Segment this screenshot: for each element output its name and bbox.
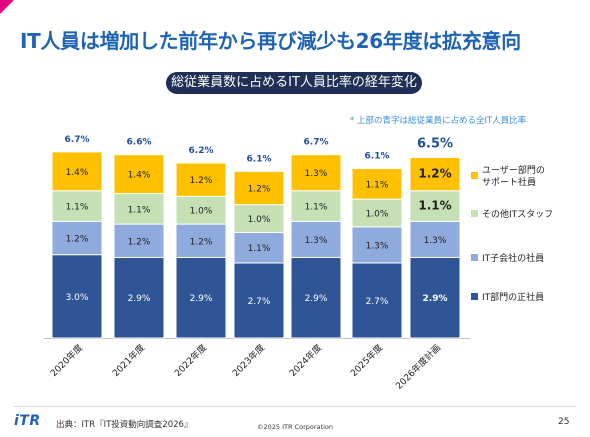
legend-swatch [471,172,478,179]
bar-segment [51,151,103,192]
bar-value-label: 3.0% [66,293,89,303]
bar-segment [409,156,461,192]
bar-segment [351,262,403,339]
bar-value-label: 1.2% [190,237,213,247]
bar-segment [290,256,342,339]
bar-segment [290,190,342,222]
bar-value-label: 1.1% [305,203,328,213]
total-value-label: 6.7% [65,135,90,145]
bar-value-label: 1.3% [305,236,328,246]
x-tick-label: 2022年度 [172,342,209,379]
total-value-label: 6.1% [365,152,390,162]
x-tick-label: 2026年度計画 [393,342,443,392]
x-tick-label: 2020年度 [48,342,85,379]
bar-value-label: 2.7% [248,297,271,307]
legend-label: サポート社員 [482,176,536,188]
bar-value-label: 1.2% [190,176,213,186]
total-value-label: 6.1% [247,154,272,164]
bar-segment [290,220,342,258]
bar-segment [51,254,103,339]
bar-value-label: 1.1% [366,180,389,190]
legend-label: IT子会社の社員 [482,252,544,264]
bar-value-label: 1.3% [305,169,328,179]
x-tick-label: 2025年度 [348,342,385,379]
bar-segment [409,220,461,258]
bar-value-label: 1.0% [366,210,389,220]
bar-segment [290,154,342,192]
x-tick-label: 2021年度 [110,342,147,379]
page-number: 25 [558,417,570,427]
footer-copyright: ©2025 ITR Corporation [257,423,333,431]
total-value-label: 6.6% [127,138,152,148]
bar-segment [175,162,227,197]
bar-value-label: 1.3% [366,241,389,251]
bar-segment [409,190,461,222]
bar-segment [175,256,227,339]
bar-value-label: 1.2% [418,167,451,181]
legend-label: その他ITスタッフ [482,208,553,220]
page-title: IT人員は増加した前年から再び減少も26年度は拡充意向 [20,29,521,53]
bar-segment [409,256,461,339]
bar-segment [175,195,227,225]
chart-note: * 上部の青字は総従業員に占める全IT人員比率 [350,116,527,126]
bar-value-label: 1.2% [128,237,151,247]
bar-value-label: 1.1% [418,199,451,213]
bar-value-label: 1.2% [248,185,271,195]
legend-swatch [471,210,478,217]
bar-segment [351,226,403,264]
bar-value-label: 2.9% [128,294,151,304]
bar-value-label: 1.0% [190,207,213,217]
chart-subtitle-pill: 総従業員数に占めるIT人員比率の経年変化 [166,72,422,94]
bar-segment [233,204,285,233]
x-tick-label: 2023年度 [230,342,267,379]
bar-value-label: 2.9% [190,294,213,304]
legend-label: ユーザー部門の [482,164,545,176]
bar-value-label: 1.1% [128,205,151,215]
bar-segment [233,231,285,264]
bar-segment [233,262,285,339]
bar-segment [351,168,403,200]
legend-label: IT部門の正社員 [482,291,544,303]
bar-value-label: 1.1% [248,244,271,254]
bar-segment [113,154,165,195]
legend-swatch [471,293,478,300]
bar-value-label: 1.0% [248,215,271,225]
bar-value-label: 2.7% [366,297,389,307]
total-value-label: 6.5% [417,136,453,151]
bar-value-label: 1.3% [424,236,447,246]
bar-value-label: 2.9% [305,294,328,304]
bar-value-label: 1.2% [66,235,89,245]
bar-value-label: 1.4% [66,168,89,178]
footer-divider [14,406,576,407]
bar-segment [233,170,285,206]
bar-value-label: 1.4% [128,171,151,181]
x-tick-label: 2024年度 [287,342,324,379]
bar-segment [113,193,165,225]
itr-logo: iTR [14,413,41,429]
legend-swatch [471,254,478,261]
footer-source: 出典：ITR『IT投資動向調査2026』 [56,420,193,430]
total-value-label: 6.7% [304,138,329,148]
corner-accent [0,0,14,14]
bar-value-label: 2.9% [423,294,448,304]
bar-value-label: 1.1% [66,203,89,213]
total-value-label: 6.2% [189,146,214,156]
